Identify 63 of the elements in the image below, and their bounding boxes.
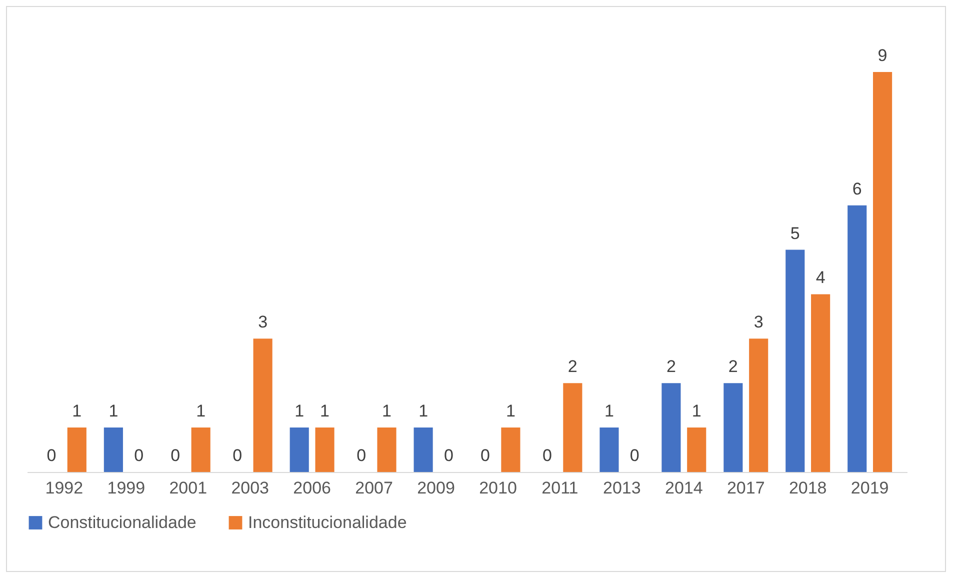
bar	[724, 383, 743, 472]
bar	[749, 338, 768, 472]
data-label: 4	[816, 268, 826, 288]
x-tick-label: 2019	[850, 478, 889, 498]
bar	[290, 428, 309, 472]
legend-label: Constitucionalidade	[48, 512, 196, 532]
data-label: 0	[134, 446, 144, 465]
x-tick-label: 2001	[169, 478, 208, 498]
bar	[687, 428, 706, 472]
data-label: 0	[170, 446, 180, 465]
data-label: 0	[46, 446, 56, 465]
bar	[253, 338, 272, 472]
data-label: 1	[72, 402, 82, 421]
x-tick-label: 1999	[107, 478, 146, 498]
bar	[811, 294, 830, 472]
bar	[67, 428, 86, 472]
data-label: 1	[382, 402, 392, 421]
x-tick-label: 2011	[542, 478, 578, 498]
x-tick-label: 2014	[664, 478, 703, 498]
bar	[662, 383, 681, 472]
bar	[600, 428, 619, 472]
bar	[501, 428, 520, 472]
data-label: 0	[356, 446, 366, 465]
x-tick-label: 2009	[417, 478, 455, 498]
data-label: 1	[604, 402, 614, 421]
data-label: 1	[196, 402, 206, 421]
data-label: 2	[568, 357, 578, 376]
x-tick-label: 1992	[45, 478, 84, 498]
bar	[315, 428, 334, 472]
data-label: 1	[418, 402, 428, 421]
bar	[104, 428, 123, 472]
data-label: 2	[728, 357, 738, 376]
bar	[786, 250, 805, 472]
x-tick-label: 2018	[788, 478, 827, 498]
data-label: 3	[754, 312, 764, 332]
data-label: 1	[108, 402, 118, 421]
data-label: 2	[666, 357, 676, 376]
data-label: 6	[852, 179, 862, 198]
bar	[872, 72, 892, 472]
x-tick-label: 2003	[231, 478, 270, 498]
bar	[563, 383, 582, 472]
data-label: 3	[258, 312, 268, 332]
x-tick-label: 2010	[479, 478, 517, 498]
data-label: 0	[480, 446, 490, 465]
legend-label: Inconstitucionalidade	[248, 512, 407, 532]
bar	[414, 428, 433, 472]
data-label: 0	[232, 446, 242, 465]
data-label: 1	[692, 402, 702, 421]
bar	[191, 428, 210, 472]
x-tick-label: 2007	[355, 478, 393, 498]
bar	[848, 205, 867, 472]
data-label: 1	[294, 402, 304, 421]
data-label: 0	[542, 446, 552, 465]
bar	[377, 428, 396, 472]
data-label: 1	[320, 402, 330, 421]
x-tick-label: 2017	[726, 478, 765, 498]
data-label: 0	[444, 446, 454, 465]
x-tick-label: 2013	[603, 478, 641, 498]
data-label: 9	[878, 46, 888, 65]
x-tick-label: 2006	[293, 478, 331, 498]
data-label: 5	[790, 224, 800, 243]
data-label: 0	[630, 446, 640, 465]
data-label: 1	[506, 402, 516, 421]
